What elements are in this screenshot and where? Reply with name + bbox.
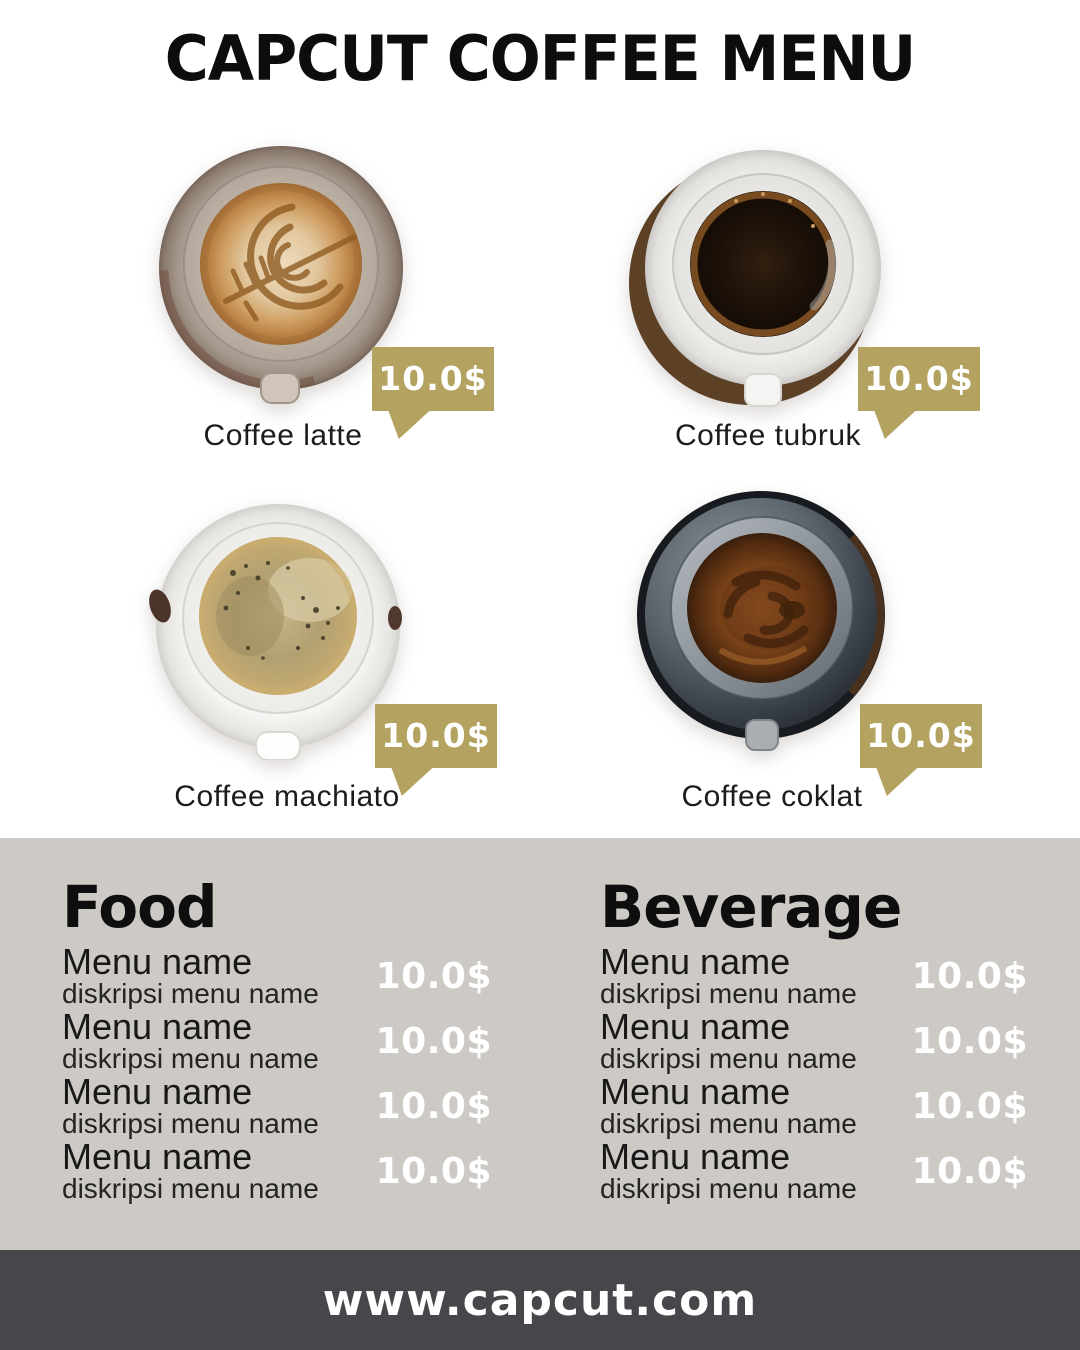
price-tag-label: 10.0$: [866, 716, 976, 755]
menu-item-desc: diskripsi menu name: [600, 1108, 857, 1139]
coffee-image-machiato: [138, 498, 420, 761]
price-tag-label: 10.0$: [378, 359, 488, 398]
menu-item-desc: diskripsi menu name: [600, 978, 857, 1009]
menu-item-name: Menu name: [62, 941, 253, 982]
cup-handle: [745, 719, 779, 751]
menu-item-row: Menu name diskripsi menu name 10.0$: [600, 944, 1028, 1008]
price-tag-label: 10.0$: [381, 716, 491, 755]
menu-item-price: 10.0$: [375, 1020, 492, 1062]
menu-item-row: Menu name diskripsi menu name 10.0$: [600, 1139, 1028, 1203]
cup-handle: [744, 373, 782, 407]
food-section: Food Menu name diskripsi menu name 10.0$…: [62, 878, 492, 1204]
menu-item-row: Menu name diskripsi menu name 10.0$: [62, 1009, 492, 1073]
coffee-image-latte: [140, 143, 422, 405]
menu-item-price: 10.0$: [375, 955, 492, 997]
coffee-image-coklat: [620, 490, 902, 752]
menu-item-text: Menu name diskripsi menu name: [62, 1009, 319, 1073]
crema-speckles: [223, 561, 340, 660]
website-url: www.capcut.com: [322, 1274, 758, 1326]
menu-item-desc: diskripsi menu name: [600, 1173, 857, 1204]
footer-bar: www.capcut.com: [0, 1250, 1080, 1350]
menu-item-text: Menu name diskripsi menu name: [600, 1074, 857, 1138]
latte-art-fern: [223, 203, 357, 322]
menu-item-price: 10.0$: [375, 1150, 492, 1192]
menu-item-name: Menu name: [600, 941, 791, 982]
coffee-name-tubruk: Coffee tubruk: [674, 419, 862, 452]
beverage-items: Menu name diskripsi menu name 10.0$ Menu…: [600, 944, 1028, 1203]
coffee-name-machiato: Coffee machiato: [174, 780, 400, 813]
beverage-section: Beverage Menu name diskripsi menu name 1…: [600, 878, 1028, 1204]
menu-item-text: Menu name diskripsi menu name: [600, 1139, 857, 1203]
coffee-image-tubruk: [618, 146, 900, 408]
price-tag-label: 10.0$: [864, 359, 974, 398]
menu-item-text: Menu name diskripsi menu name: [62, 944, 319, 1008]
menu-item-price: 10.0$: [911, 1150, 1028, 1192]
coffee-name-latte: Coffee latte: [203, 419, 363, 452]
menu-item-text: Menu name diskripsi menu name: [600, 944, 857, 1008]
menu-item-desc: diskripsi menu name: [62, 1173, 319, 1204]
cup-handle: [255, 731, 301, 761]
menu-item-desc: diskripsi menu name: [62, 1043, 319, 1074]
menu-item-row: Menu name diskripsi menu name 10.0$: [62, 1139, 492, 1203]
menu-item-row: Menu name diskripsi menu name 10.0$: [600, 1009, 1028, 1073]
menu-item-desc: diskripsi menu name: [600, 1043, 857, 1074]
menu-item-name: Menu name: [600, 1136, 791, 1177]
menu-item-desc: diskripsi menu name: [62, 978, 319, 1009]
menu-item-name: Menu name: [62, 1136, 253, 1177]
menu-item-text: Menu name diskripsi menu name: [62, 1139, 319, 1203]
menu-item-name: Menu name: [600, 1006, 791, 1047]
coffee-surface: [690, 191, 838, 337]
menu-item-desc: diskripsi menu name: [62, 1108, 319, 1139]
cup-handle: [260, 372, 300, 404]
coffee-name-coklat: Coffee coklat: [681, 780, 863, 813]
menu-item-name: Menu name: [600, 1071, 791, 1112]
page-title: CAPCUT COFFEE MENU: [164, 22, 917, 96]
menu-item-row: Menu name diskripsi menu name 10.0$: [62, 944, 492, 1008]
menu-item-text: Menu name diskripsi menu name: [600, 1009, 857, 1073]
food-items: Menu name diskripsi menu name 10.0$ Menu…: [62, 944, 492, 1203]
menu-item-row: Menu name diskripsi menu name 10.0$: [62, 1074, 492, 1138]
menu-item-name: Menu name: [62, 1071, 253, 1112]
section-heading-beverage: Beverage: [600, 873, 902, 941]
menu-item-price: 10.0$: [911, 955, 1028, 997]
menu-panel: Food Menu name diskripsi menu name 10.0$…: [0, 838, 1080, 1250]
menu-item-name: Menu name: [62, 1006, 253, 1047]
coffee-surface: [199, 537, 357, 695]
menu-item-text: Menu name diskripsi menu name: [62, 1074, 319, 1138]
coffee-surface: [687, 533, 837, 683]
menu-item-price: 10.0$: [911, 1085, 1028, 1127]
menu-item-price: 10.0$: [375, 1085, 492, 1127]
section-heading-food: Food: [62, 873, 217, 941]
menu-item-row: Menu name diskripsi menu name 10.0$: [600, 1074, 1028, 1138]
menu-item-price: 10.0$: [911, 1020, 1028, 1062]
